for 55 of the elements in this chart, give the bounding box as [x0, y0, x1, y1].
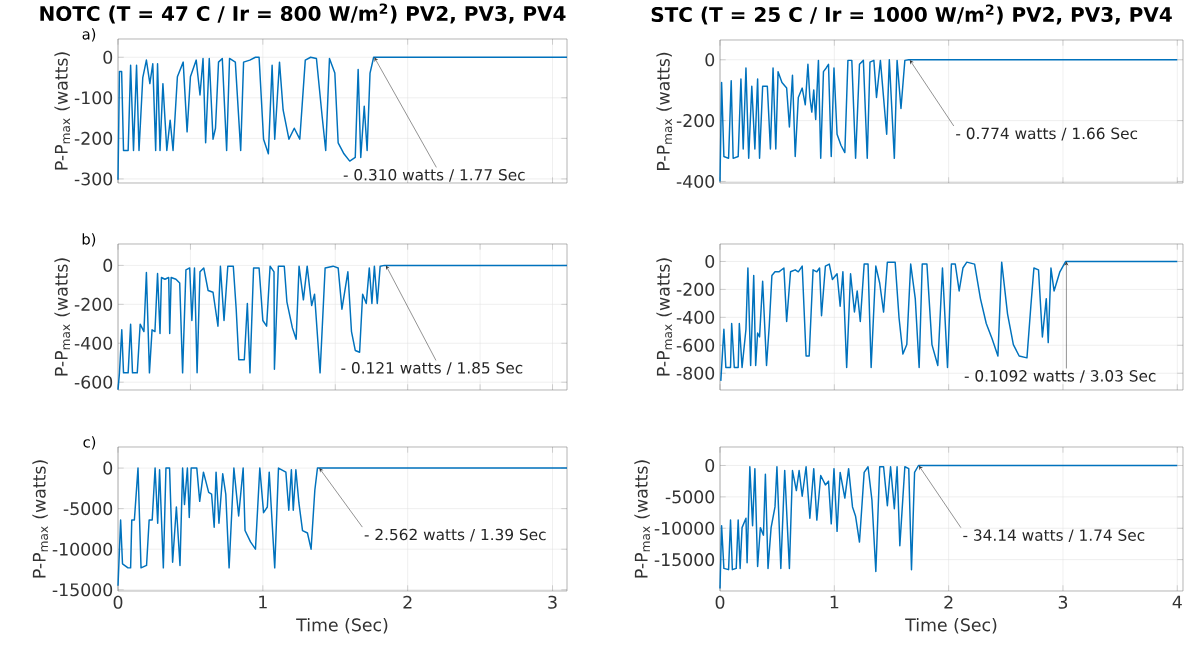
x-tick-label: 3: [548, 595, 557, 609]
y-tick-label: -5000: [665, 490, 715, 504]
y-tick-label: -600: [676, 338, 715, 352]
y-tick-label: -10000: [52, 542, 113, 556]
y-axis-title: P-P$_{max}$ (watts): [656, 52, 673, 170]
y-tick-label: -400: [676, 310, 715, 324]
y-tick-label: -200: [74, 297, 113, 311]
y-tick-label: -400: [74, 336, 113, 350]
y-tick-label: -10000: [654, 521, 715, 535]
y-axis-title: P-P$_{max}$ (watts): [54, 52, 71, 170]
text: b): [82, 233, 96, 247]
y-tick-label: -200: [676, 282, 715, 296]
annotation: - 0.1092 watts / 3.03 Sec: [964, 370, 1156, 383]
chart-title: NOTC (T = 47 C / Ir = 800 W/m$^{2}$) PV2, PV3, PV4: [40, 3, 566, 24]
y-tick-label: -100: [74, 91, 113, 105]
annotation: - 0.310 watts / 1.77 Sec: [343, 168, 525, 182]
y-tick-label: -15000: [52, 583, 113, 597]
x-tick-label: 2: [403, 595, 412, 609]
annotation: - 2.562 watts / 1.39 Sec: [364, 528, 546, 542]
x-tick-label: 2: [944, 595, 953, 609]
line-series: [719, 464, 1179, 590]
annotation: - 0.774 watts / 1.66 Sec: [956, 127, 1138, 141]
y-tick-label: 0: [103, 258, 113, 272]
text: a): [82, 28, 96, 42]
x-axis-title: Time (Sec): [905, 617, 997, 634]
line-series: [117, 264, 568, 391]
y-axis-title: P-P$_{max}$ (watts): [32, 460, 49, 578]
x-tick-label: 1: [259, 595, 267, 609]
x-tick-label: 0: [113, 595, 123, 609]
y-tick-label: -200: [74, 131, 113, 145]
y-axis-title: P-P$_{max}$ (watts): [634, 460, 651, 578]
y-tick-label: -5000: [63, 502, 113, 516]
y-tick-label: -200: [676, 114, 715, 128]
y-axis-title: P-P$_{max}$ (watts): [656, 258, 673, 376]
y-tick-label: 0: [103, 50, 113, 64]
annotation: - 34.14 watts / 1.74 Sec: [963, 529, 1145, 543]
chart-title: STC (T = 25 C / Ir = 1000 W/m$^{2}$) PV2, PV3, PV4: [651, 4, 1172, 25]
y-axis-title: P-P$_{max}$ (watts): [54, 258, 71, 376]
y-tick-label: -600: [74, 375, 113, 389]
y-tick-label: 0: [103, 461, 113, 475]
y-tick-label: 0: [705, 458, 715, 473]
x-tick-label: 4: [1172, 595, 1182, 609]
x-tick-label: 1: [830, 595, 839, 609]
text: c): [83, 436, 96, 450]
line-series: [720, 260, 1179, 382]
y-tick-label: -300: [74, 172, 113, 186]
x-tick-label: 3: [1058, 595, 1068, 609]
annotation: - 0.121 watts / 1.85 Sec: [341, 362, 523, 375]
y-tick-label: 0: [705, 254, 715, 269]
y-tick-label: 0: [705, 53, 715, 67]
x-tick-label: 0: [715, 595, 725, 609]
x-axis-title: Time (Sec): [296, 617, 388, 634]
y-tick-label: -15000: [654, 553, 715, 567]
y-tick-label: -800: [676, 366, 715, 380]
y-tick-label: -400: [676, 174, 715, 189]
